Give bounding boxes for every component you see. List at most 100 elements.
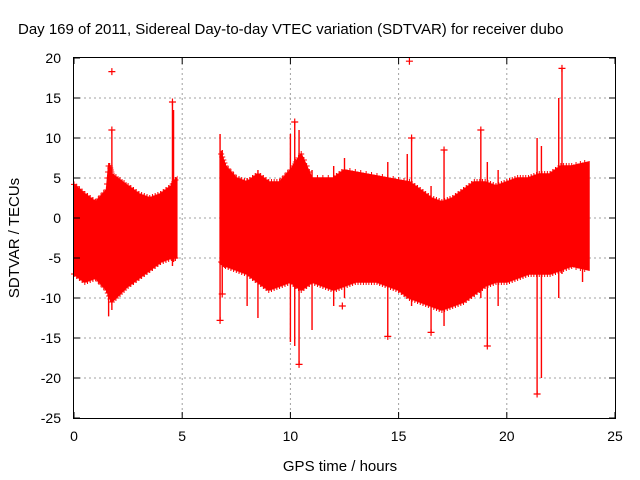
edge-marker-lower — [517, 274, 524, 280]
edge-marker-lower — [100, 284, 107, 290]
edge-marker-lower — [573, 264, 580, 270]
edge-marker-upper — [238, 177, 245, 183]
plot-frame — [73, 57, 616, 419]
edge-marker-lower — [549, 270, 556, 276]
edge-marker-upper — [430, 196, 437, 202]
edge-marker-lower — [503, 279, 510, 285]
data-point — [558, 64, 566, 72]
y-tick-label: -5 — [49, 250, 62, 266]
edge-marker-lower — [104, 290, 111, 296]
edge-marker-upper — [346, 168, 353, 174]
edge-marker-lower — [225, 264, 232, 270]
edge-marker-upper — [92, 199, 99, 205]
data-point — [216, 316, 224, 324]
data-point — [408, 134, 416, 142]
data-point — [477, 126, 485, 134]
y-tick-label: 15 — [45, 90, 61, 106]
edge-marker-upper — [444, 197, 451, 203]
edge-marker-upper — [325, 175, 332, 181]
edge-marker-upper — [116, 177, 123, 183]
edge-marker-upper — [511, 176, 518, 182]
edge-marker-lower — [311, 280, 318, 286]
edge-marker-upper — [530, 173, 537, 179]
edge-marker-lower — [268, 286, 275, 292]
edge-marker-lower — [336, 285, 343, 291]
edge-marker-lower — [265, 287, 272, 293]
edge-marker-lower — [87, 277, 94, 283]
y-tick-label: -25 — [41, 410, 61, 426]
edge-marker-upper — [357, 170, 364, 176]
edge-marker-lower — [230, 266, 237, 272]
edge-marker-lower — [81, 279, 88, 285]
edge-marker-upper — [352, 169, 359, 175]
data-point — [108, 68, 116, 76]
edge-marker-lower — [273, 284, 280, 290]
edge-marker-lower — [387, 284, 394, 290]
edge-marker-lower — [552, 269, 559, 275]
edge-marker-lower — [284, 280, 291, 286]
edge-marker-upper — [222, 163, 229, 169]
edge-marker-upper — [363, 171, 370, 177]
edge-marker-upper — [303, 163, 310, 169]
edge-marker-lower — [487, 281, 494, 287]
edge-marker-lower — [376, 280, 383, 286]
edge-marker-lower — [338, 284, 345, 290]
edge-marker-upper — [146, 195, 153, 201]
edge-marker-lower — [446, 304, 453, 310]
edge-marker-upper — [292, 159, 299, 165]
edge-marker-lower — [227, 265, 234, 271]
edge-marker-lower — [271, 285, 278, 291]
edge-marker-upper — [218, 151, 225, 157]
edge-marker-lower — [520, 273, 527, 279]
edge-marker-lower — [379, 281, 386, 287]
edge-marker-upper — [230, 172, 237, 178]
edge-marker-upper — [227, 169, 234, 175]
y-tick-label: 5 — [53, 170, 61, 186]
edge-marker-lower — [425, 302, 432, 308]
edge-marker-upper — [225, 166, 232, 172]
edge-marker-lower — [233, 267, 240, 273]
edge-marker-upper — [525, 175, 532, 181]
edge-marker-lower — [392, 286, 399, 292]
edge-marker-lower — [325, 285, 332, 291]
data-point — [295, 360, 303, 368]
edge-marker-lower — [514, 275, 521, 281]
edge-marker-upper — [306, 169, 313, 175]
edge-marker-upper — [154, 192, 161, 198]
data-point — [405, 57, 413, 65]
edge-marker-upper — [568, 163, 575, 169]
edge-marker-lower — [566, 264, 573, 270]
edge-marker-upper — [577, 161, 584, 167]
edge-marker-upper — [368, 172, 375, 178]
edge-marker-lower — [419, 300, 426, 306]
edge-marker-upper — [141, 193, 148, 199]
edge-marker-lower — [236, 268, 243, 274]
edge-marker-lower — [433, 305, 440, 311]
edge-marker-lower — [346, 281, 353, 287]
edge-marker-lower — [563, 265, 570, 271]
edge-marker-lower — [165, 256, 172, 262]
data-point — [218, 290, 226, 298]
data-point — [108, 126, 116, 134]
edge-marker-lower — [455, 301, 462, 307]
edge-marker-lower — [98, 281, 105, 287]
edge-marker-lower — [222, 263, 229, 269]
x-tick-label: 10 — [283, 428, 299, 444]
edge-marker-upper — [279, 176, 286, 182]
edge-marker-upper — [100, 190, 107, 196]
edge-marker-upper — [121, 180, 128, 186]
edge-marker-lower — [457, 300, 464, 306]
data-point — [483, 342, 491, 350]
edge-marker-upper — [144, 194, 151, 200]
edge-marker-lower — [436, 306, 443, 312]
edge-marker-upper — [503, 179, 510, 185]
edge-marker-upper — [98, 193, 105, 199]
edge-marker-upper — [233, 175, 240, 181]
edge-marker-upper — [401, 178, 408, 184]
edge-marker-lower — [241, 270, 248, 276]
edge-marker-upper — [379, 174, 386, 180]
y-tick-label: -15 — [41, 330, 61, 346]
edge-marker-upper — [300, 157, 307, 163]
edge-marker-upper — [95, 196, 102, 202]
